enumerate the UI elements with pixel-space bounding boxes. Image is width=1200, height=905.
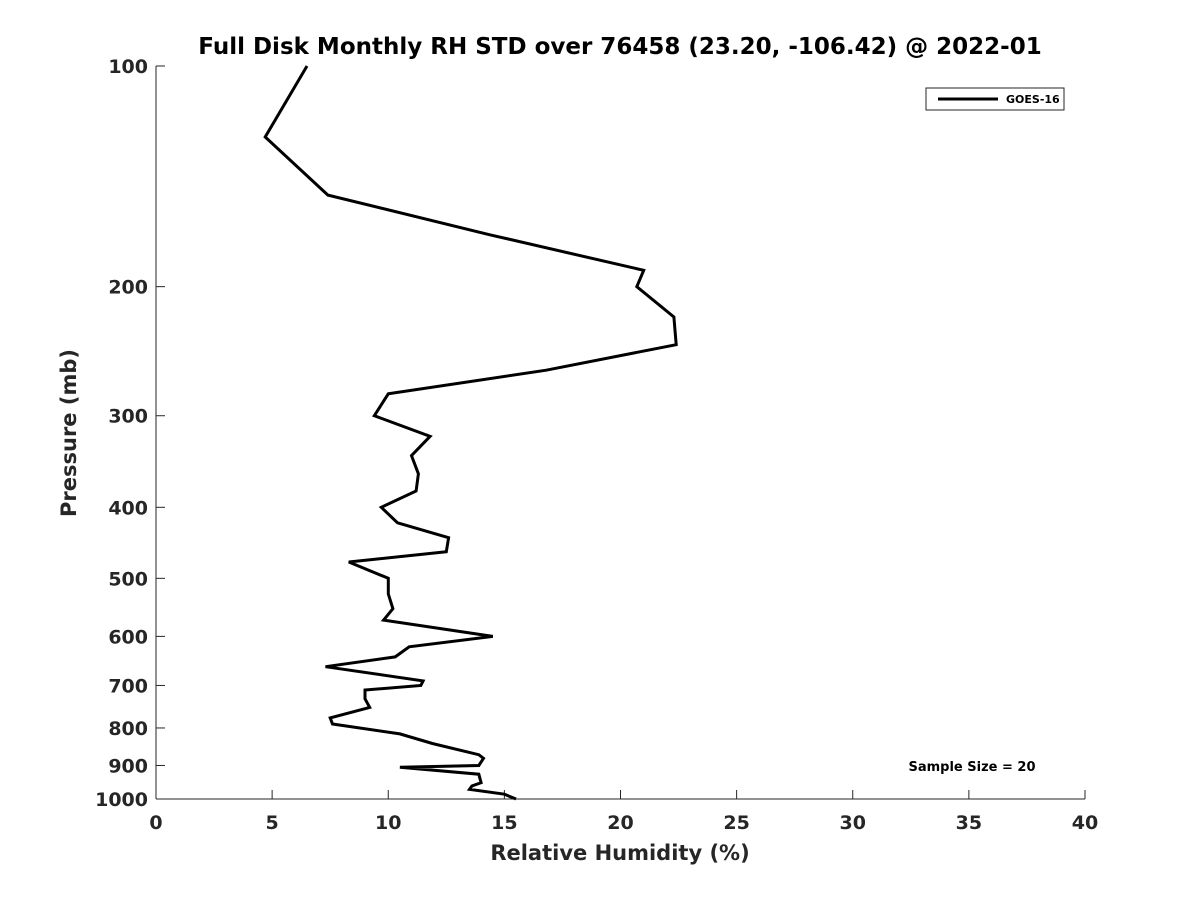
x-tick-label: 40 [1072,812,1098,834]
x-tick-label: 15 [491,812,517,834]
y-tick-label: 600 [108,626,148,648]
x-tick-label: 20 [607,812,633,834]
sample-size-annotation: Sample Size = 20 [908,760,1035,775]
y-tick-label: 900 [108,755,148,777]
y-tick-label: 500 [108,568,148,590]
y-axis-label: Pressure (mb) [57,349,81,517]
x-tick-label: 30 [840,812,866,834]
x-tick-label: 10 [375,812,401,834]
y-tick-label: 800 [108,718,148,740]
x-tick-label: 5 [266,812,279,834]
y-tick-label: 200 [108,277,148,299]
legend: GOES-16 [925,87,1065,111]
plot-area: 0 5 10 15 20 25 30 35 40 100 200 300 400 500 600 700 800… [95,56,1098,834]
x-tick-label: 35 [956,812,982,834]
y-tick-label: 400 [108,497,148,519]
series-line [263,65,678,801]
legend-label: GOES-16 [1006,93,1060,106]
chart-title: Full Disk Monthly RH STD over 76458 (23.… [198,34,1042,60]
y-tick-label: 100 [108,56,148,78]
x-tick-label: 25 [723,812,749,834]
y-tick-label: 300 [108,406,148,428]
x-tick-label: 0 [149,812,162,834]
y-tick-label: 700 [108,675,148,697]
x-axis-label: Relative Humidity (%) [490,841,749,865]
y-tick-label: 1000 [95,789,148,811]
